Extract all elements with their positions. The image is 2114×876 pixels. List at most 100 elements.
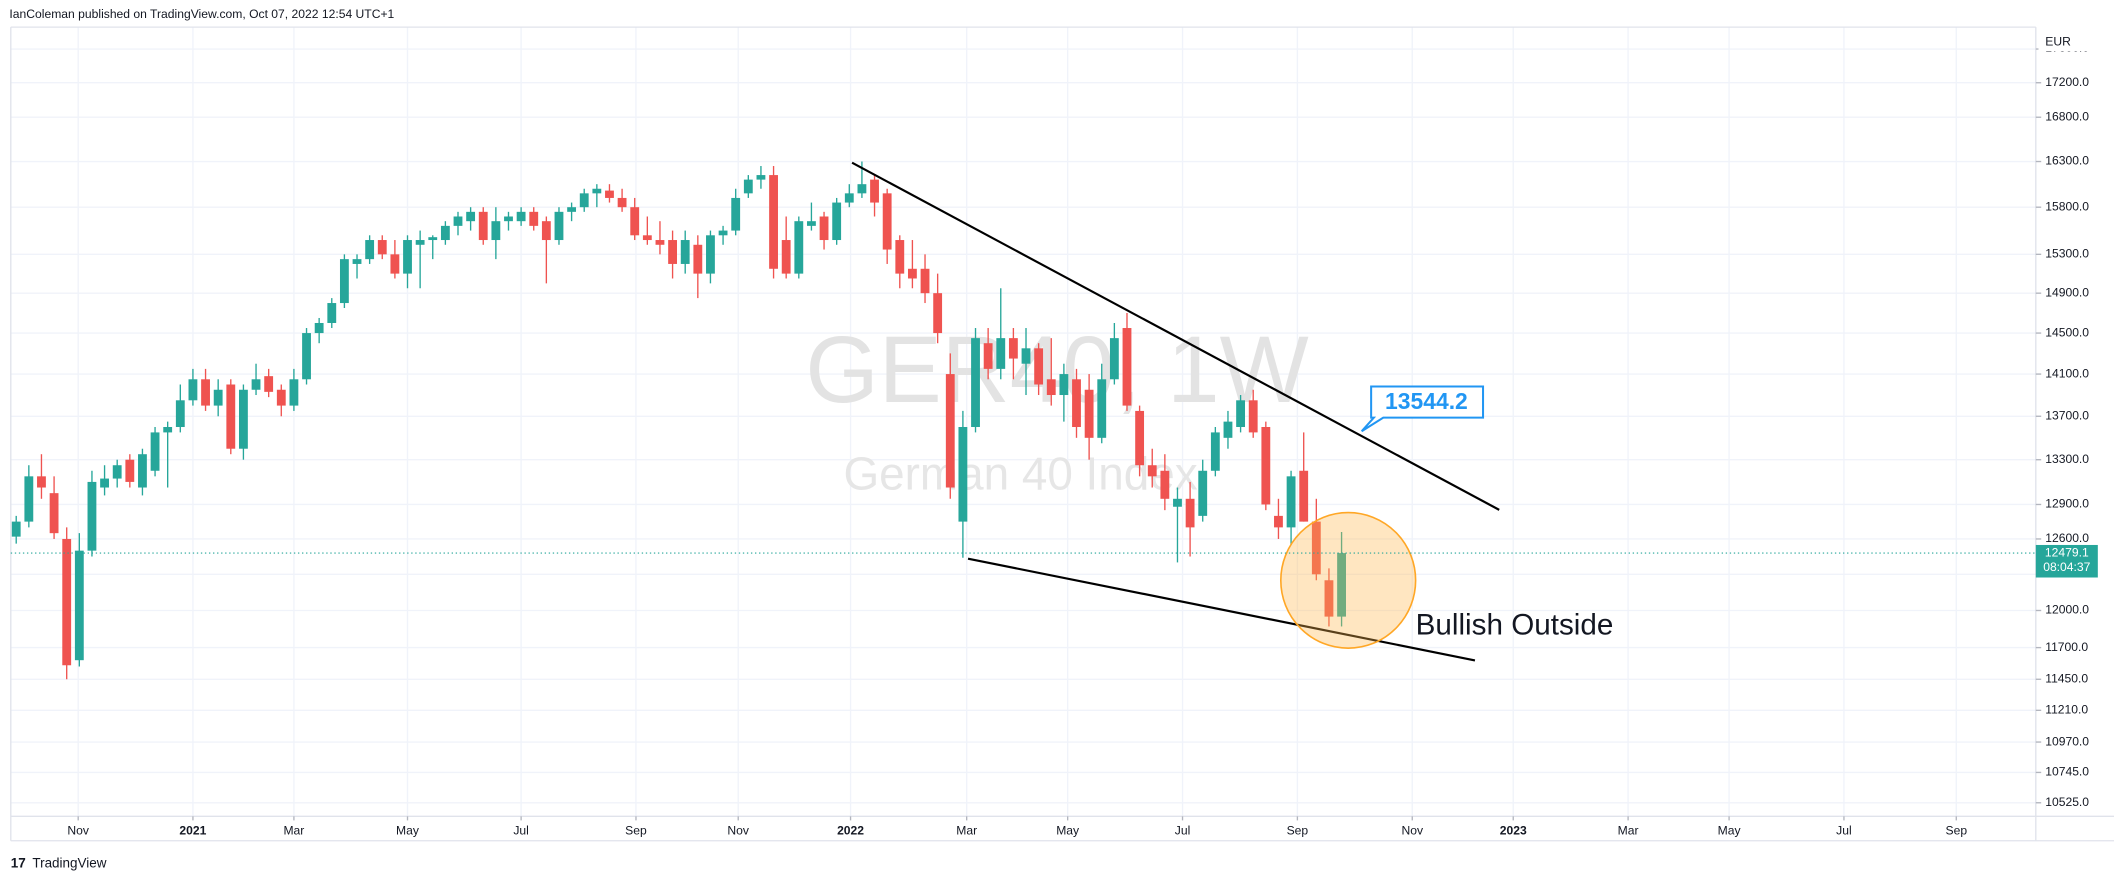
x-tick-label: Sep [625,823,647,837]
candle-body [983,343,993,369]
candle-body [1210,432,1220,471]
candle-body [579,193,589,208]
highlight-circle [1279,511,1417,649]
candle-body [945,374,955,488]
candle-body [971,338,980,428]
candle-body [188,379,198,401]
candle-body [1147,465,1157,477]
y-tick-label: 16800.0 [2045,109,2089,123]
candle-body [264,376,274,392]
candle-body [1198,470,1208,516]
x-tick-label: Mar [956,823,977,837]
candle-body [125,459,135,482]
candle-body [1160,470,1170,499]
candle-body [138,454,147,488]
y-tick-label: 15800.0 [2045,199,2089,213]
candle-body [289,379,299,406]
y-tick-label: 10745.0 [2045,765,2089,779]
callout-box [1360,385,1485,433]
candle-body [238,389,248,449]
candle-body [1173,498,1182,507]
y-tick-label: 14900.0 [2045,285,2089,299]
candle-body [440,225,450,241]
candle-body [769,175,778,269]
x-tick-label: Jul [1836,823,1852,837]
x-tick-label: May [396,823,420,837]
candle-body [857,184,867,194]
candle-body [251,379,261,390]
currency-bg [2038,32,2106,52]
candle-body [213,389,223,406]
candle-body [516,211,526,222]
last-price-label: 12479.1 [2045,545,2089,559]
candle-body [415,240,425,245]
candle-body [327,303,337,323]
x-tick-label: Sep [1945,823,1967,837]
candle-body [1072,379,1081,428]
candle-body [1034,348,1044,385]
footer: TradingView [32,855,106,870]
candle-body [302,333,311,380]
x-tick-label: Nov [727,823,749,837]
candle-body [731,197,741,231]
candle-body [668,240,677,264]
candle-body [832,202,842,241]
candle-body [1248,400,1258,433]
candle-body [895,240,905,274]
candle-body [150,432,160,471]
candle-body [882,193,892,250]
candle-body [1337,553,1346,617]
candle-body [1109,338,1119,380]
candle-body [933,293,943,334]
y-tick-label: 12900.0 [2045,497,2089,511]
candle-body [352,259,362,264]
x-axis: Nov 2021 Mar May Jul Sep Nov 2022 Mar May Jul Sep No… [67,816,1967,837]
candle-body [24,476,34,522]
candle-body [807,221,816,226]
candle-body [1236,400,1246,428]
candle-body [339,259,349,304]
x-tick-label: Mar [1618,823,1639,837]
candle-body [1084,389,1094,438]
candle-body [907,268,917,279]
last-price-box [2035,544,2098,578]
candles [11,161,1346,680]
y-tick-label: 13700.0 [2045,408,2089,422]
y-tick-label: 11700.0 [2045,640,2088,654]
candle-body [62,538,72,666]
upper-trendline [851,161,1500,511]
candle-body [390,254,400,274]
candle-body [428,237,438,241]
y-tick-label: 12600.0 [2045,531,2089,545]
candle-body [996,338,1006,369]
candle-body [175,400,185,428]
y-tick-label: 11450.0 [2045,671,2088,685]
candle-body [529,211,539,226]
footer-logo: 17 [11,855,26,870]
candle-body [743,179,753,194]
x-tick-label: May [1056,823,1080,837]
candle-body [11,521,21,537]
x-tick-label: Jul [1175,823,1191,837]
candle-body [201,379,210,406]
candle-body [1185,498,1195,528]
candle-body [1286,476,1296,528]
y-tick-label: 17200.0 [2045,75,2089,89]
candle-body [693,244,703,274]
countdown: 08:04:37 [2043,560,2090,574]
candle-body [403,240,412,274]
y-tick-label: 13300.0 [2045,452,2089,466]
candle-body [100,478,109,488]
candle-body [680,240,690,264]
x-tick-label: May [1718,823,1742,837]
y-tick-label: 16300.0 [2045,154,2089,168]
candle-body [870,179,879,203]
annotation: Bullish Outside [1416,608,1614,641]
x-tick-label: Jul [513,823,529,837]
candle-body [37,476,46,488]
candle-body [781,240,791,274]
candle-body [1046,379,1056,396]
candle-body [794,221,804,274]
